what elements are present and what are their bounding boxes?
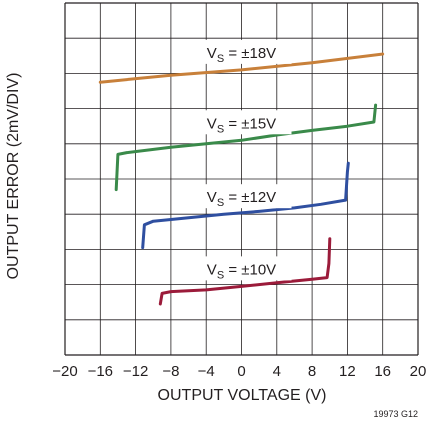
x-tick-label: 12 — [339, 363, 356, 380]
x-tick-label: −20 — [52, 363, 77, 380]
x-axis-label: OUTPUT VOLTAGE (V) — [158, 387, 327, 404]
x-tick-labels: −20 −16 −12 −8 −4 0 4 8 12 16 20 — [52, 363, 426, 380]
x-tick-label: 0 — [237, 363, 245, 380]
series-line-2 — [141, 161, 350, 250]
x-tick-label: −8 — [162, 363, 179, 380]
series-line-3 — [158, 237, 332, 306]
series-layer — [98, 52, 385, 306]
series-label: VS = ±18V — [207, 45, 276, 65]
series-label-bg — [191, 256, 292, 281]
y-axis-label: OUTPUT ERROR (2mV/DIV) — [5, 73, 22, 280]
series-label-bg — [191, 39, 292, 64]
x-tick-label: 4 — [273, 363, 281, 380]
series-label-bg — [191, 110, 292, 135]
series-label-bg — [191, 184, 292, 209]
x-tick-label: −12 — [123, 363, 148, 380]
x-tick-label: 8 — [308, 363, 316, 380]
series-line-0 — [98, 52, 385, 84]
x-tick-label: −4 — [198, 363, 215, 380]
x-tick-label: 16 — [374, 363, 391, 380]
figure-code: 19973 G12 — [373, 409, 418, 419]
series-label: VS = ±15V — [207, 115, 276, 135]
x-tick-label: 20 — [410, 363, 427, 380]
series-label: VS = ±12V — [207, 189, 276, 209]
series-line-1 — [114, 103, 378, 192]
x-tick-label: −16 — [88, 363, 113, 380]
series-labels: VS = ±18V VS = ±15V VS = ±12V VS = ±10V — [191, 39, 292, 281]
series-label: VS = ±10V — [207, 261, 276, 281]
